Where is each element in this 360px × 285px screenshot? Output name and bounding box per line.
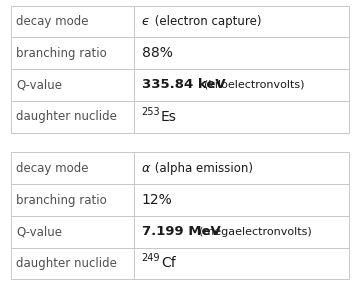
Text: Q-value: Q-value [16,78,62,91]
Text: 249: 249 [141,253,160,263]
Text: 253: 253 [141,107,160,117]
Bar [11,69,349,101]
Text: ϵ: ϵ [141,15,149,28]
Bar [11,184,349,216]
Bar [11,101,349,133]
Text: 335.84 keV: 335.84 keV [141,78,225,91]
Text: 88%: 88% [141,46,172,60]
Bar [11,37,349,69]
Text: daughter nuclide: daughter nuclide [16,110,117,123]
Bar [11,152,349,184]
Bar [11,6,349,37]
Text: decay mode: decay mode [16,162,89,175]
Text: (megaelectronvolts): (megaelectronvolts) [192,227,311,237]
Text: α: α [141,162,150,175]
Text: 7.199 MeV: 7.199 MeV [141,225,220,238]
Text: (kiloelectronvolts): (kiloelectronvolts) [197,80,305,90]
Text: (electron capture): (electron capture) [150,15,261,28]
Text: branching ratio: branching ratio [16,47,107,60]
Bar [11,216,349,248]
Text: (alpha emission): (alpha emission) [150,162,252,175]
Text: 12%: 12% [141,193,172,207]
Text: daughter nuclide: daughter nuclide [16,257,117,270]
Bar [11,248,349,279]
Text: Q-value: Q-value [16,225,62,238]
Text: branching ratio: branching ratio [16,194,107,207]
Text: Cf: Cf [161,256,176,270]
Text: decay mode: decay mode [16,15,89,28]
Text: Es: Es [161,110,177,124]
